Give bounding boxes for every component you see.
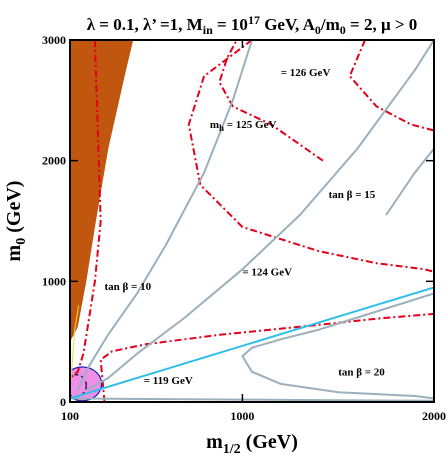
tan-beta-contour-7 — [385, 147, 434, 216]
excluded-region — [70, 40, 134, 342]
x-tick-label: 100 — [61, 409, 79, 423]
contour-annotation: = 119 GeV — [144, 375, 193, 387]
x-tick-label: 1000 — [230, 409, 254, 423]
y-axis-label: m0 (GeV) — [3, 181, 29, 262]
contour-annotation: tan β = 10 — [104, 281, 151, 293]
axis-ticks: 100 1000 2000 0 1000 2000 3000 — [42, 33, 446, 423]
tan-beta-contour-5 — [76, 40, 253, 391]
higgs-contour-0 — [70, 40, 102, 379]
plot-area — [70, 40, 434, 402]
annotations: = 126 GeV mh = 125 GeV tan β = 15 tan β = 1… — [104, 67, 385, 387]
contour-annotation: tan β = 20 — [338, 366, 385, 378]
contour-annotation: = 126 GeV — [281, 67, 331, 79]
tan-beta-contour-8 — [241, 292, 434, 400]
tan-beta-contour-6 — [86, 40, 434, 391]
tan-beta-contour-9 — [70, 397, 434, 402]
plot-frame — [69, 39, 435, 403]
y-tick-label: 2000 — [42, 154, 66, 168]
contour-annotation: mh = 125 GeV — [210, 119, 277, 133]
higgs-contour-2 — [187, 40, 434, 273]
y-tick-label: 1000 — [42, 274, 66, 288]
x-tick-label: 2000 — [422, 409, 446, 423]
y-tick-label: 3000 — [42, 33, 66, 47]
higgs-contour-1 — [99, 312, 434, 402]
chart-title: λ = 0.1, λ’ =1, Min = 1017 GeV, A0/m0 = … — [87, 13, 418, 37]
contour-annotation: = 124 GeV — [242, 266, 292, 278]
y-tick-label: 0 — [60, 395, 66, 409]
higgs-contour-4 — [348, 40, 434, 132]
blue-contour-10 — [70, 286, 434, 400]
higgs-contour-3 — [218, 40, 324, 162]
x-axis-label: m1/2 (GeV) — [206, 431, 298, 457]
contour-annotation: tan β = 15 — [329, 189, 376, 201]
